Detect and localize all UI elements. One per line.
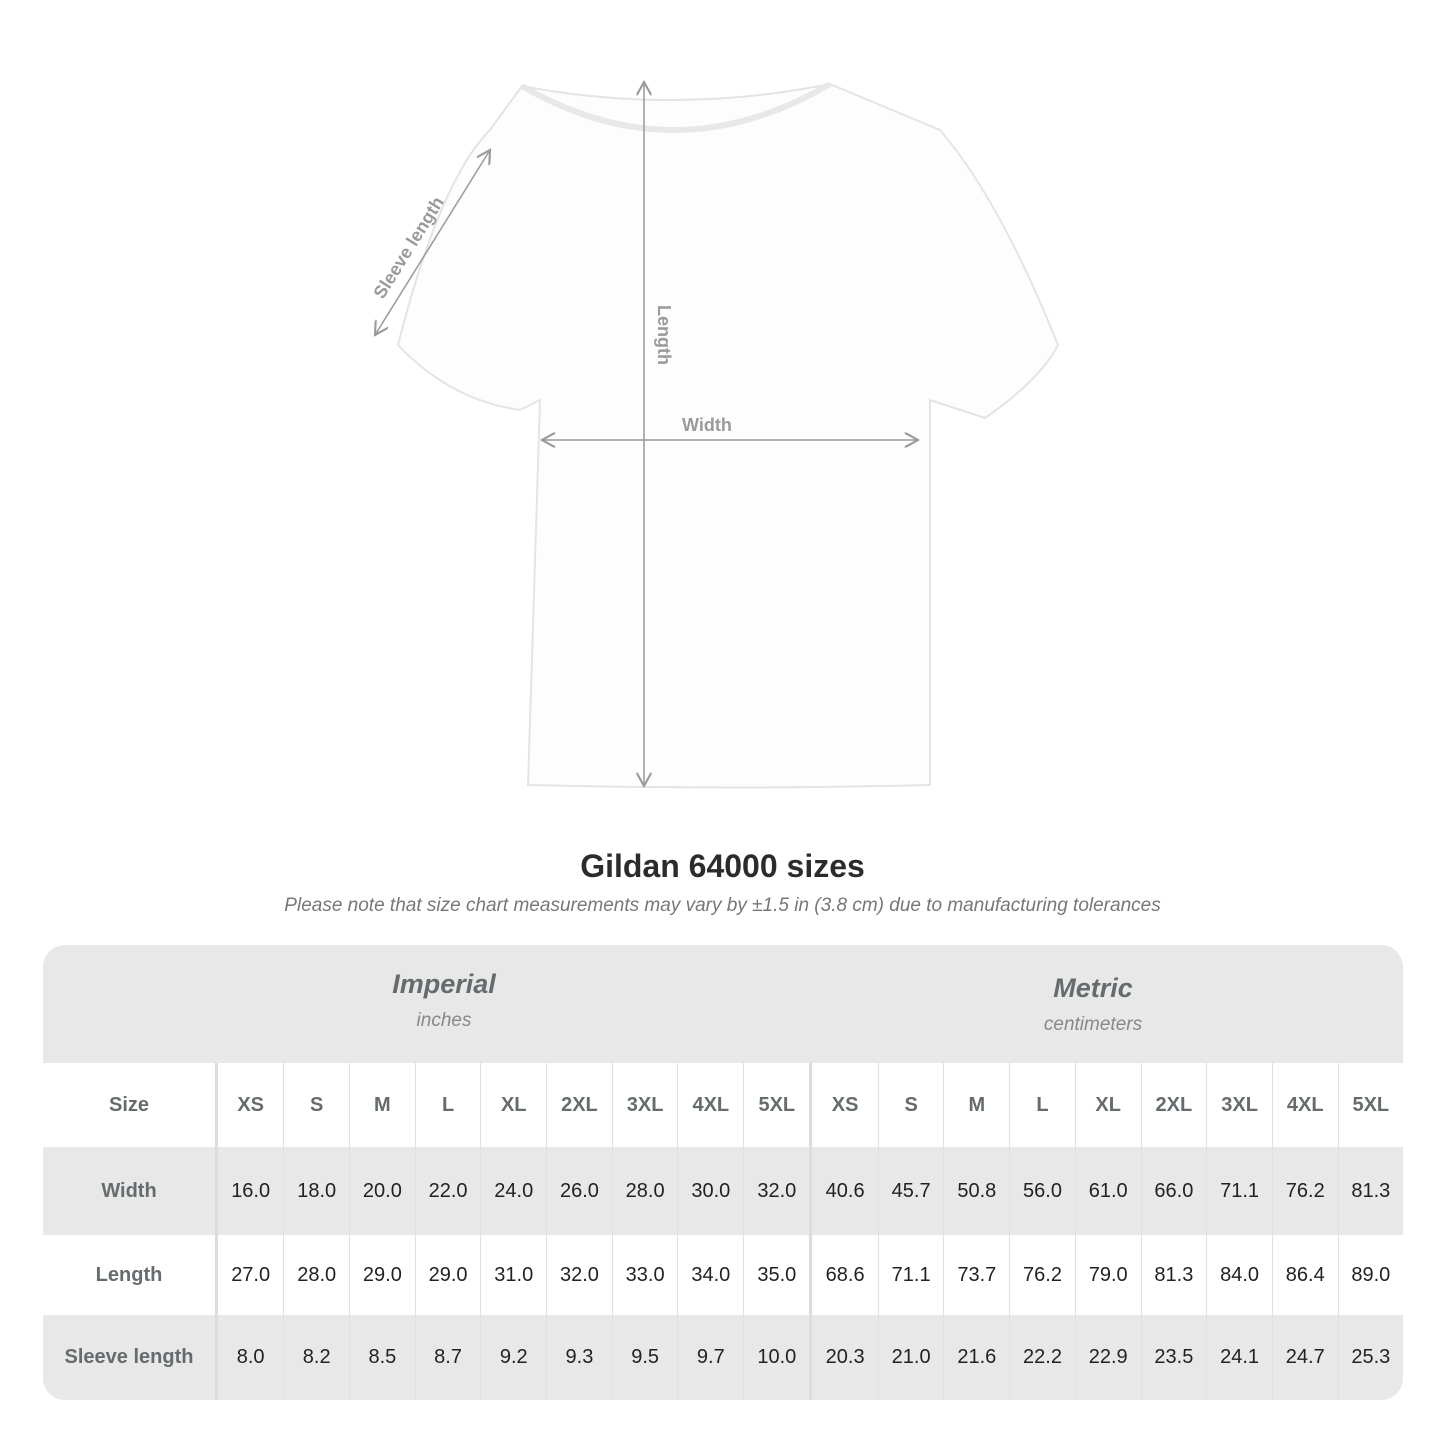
imperial-value-cell: 20.0 [349, 1147, 416, 1235]
metric-value-cell: 71.1 [877, 1235, 944, 1315]
metric-value-cell: 89.0 [1337, 1235, 1403, 1315]
metric-size-3xl: 3XL [1206, 1063, 1273, 1147]
imperial-value-cell: 29.0 [349, 1235, 416, 1315]
imperial-size-4xl: 4XL [677, 1063, 744, 1147]
imperial-size-l: L [414, 1063, 481, 1147]
metric-value-cell: 56.0 [1009, 1147, 1076, 1235]
imperial-value-cell: 34.0 [677, 1235, 744, 1315]
metric-value-cell: 86.4 [1271, 1235, 1339, 1315]
imperial-value-cell: 29.0 [414, 1235, 481, 1315]
imperial-value-cell: 30.0 [677, 1147, 744, 1235]
imperial-size-3xl: 3XL [611, 1063, 678, 1147]
length-label: Length [654, 305, 674, 365]
imperial-value-cell: 10.0 [743, 1315, 811, 1400]
metric-value-cell: 23.5 [1140, 1315, 1207, 1400]
table-row-width: Width 16.0 18.0 20.0 22.0 24.0 26.0 28.0 30.0 32.… [43, 1147, 1403, 1235]
metric-value-cell: 24.7 [1271, 1315, 1339, 1400]
metric-size-4xl: 4XL [1271, 1063, 1339, 1147]
imperial-value-cell: 16.0 [215, 1147, 284, 1235]
imperial-size-m: M [349, 1063, 416, 1147]
table-row-length: Length 27.0 28.0 29.0 29.0 31.0 32.0 33.0 34.0 35… [43, 1235, 1403, 1315]
metric-value-cell: 84.0 [1206, 1235, 1273, 1315]
tshirt-diagram: Sleeve length Length Width [369, 0, 1060, 789]
imperial-value-cell: 33.0 [611, 1235, 678, 1315]
imperial-unit: inches [416, 1010, 472, 1031]
metric-size-xs: XS [809, 1063, 879, 1147]
imperial-value-cell: 28.0 [611, 1147, 678, 1235]
tshirt-shape [396, 82, 1060, 789]
metric-title: Metric [1053, 973, 1133, 1003]
row-label: Width [43, 1147, 218, 1235]
imperial-value-cell: 28.0 [283, 1235, 350, 1315]
metric-value-cell: 22.2 [1009, 1315, 1076, 1400]
metric-value-cell: 22.9 [1074, 1315, 1142, 1400]
imperial-value-cell: 27.0 [215, 1235, 284, 1315]
metric-value-cell: 81.3 [1337, 1147, 1403, 1235]
imperial-value-cell: 18.0 [283, 1147, 350, 1235]
metric-value-cell: 66.0 [1140, 1147, 1207, 1235]
imperial-value-cell: 24.0 [480, 1147, 547, 1235]
imperial-title: Imperial [392, 969, 496, 999]
row-label: Sleeve length [43, 1315, 218, 1400]
metric-value-cell: 45.7 [877, 1147, 944, 1235]
imperial-value-cell: 8.7 [414, 1315, 481, 1400]
metric-value-cell: 50.8 [943, 1147, 1010, 1235]
metric-value-cell: 21.0 [877, 1315, 944, 1400]
size-label: Size [43, 1063, 218, 1147]
imperial-value-cell: 9.2 [480, 1315, 547, 1400]
tolerance-note: Please note that size chart measurements… [284, 895, 1161, 916]
metric-value-cell: 40.6 [809, 1147, 879, 1235]
imperial-value-cell: 32.0 [743, 1147, 811, 1235]
metric-value-cell: 20.3 [809, 1315, 879, 1400]
metric-unit: centimeters [1043, 1014, 1143, 1035]
metric-value-cell: 71.1 [1206, 1147, 1273, 1235]
metric-size-l: L [1009, 1063, 1076, 1147]
imperial-value-cell: 35.0 [743, 1235, 811, 1315]
size-header-row: Size XS S M L XL 2XL 3XL 4XL 5XL XS S M L XL 2XL 3XL 4XL 5… [43, 1063, 1403, 1147]
metric-value-cell: 68.6 [809, 1235, 879, 1315]
metric-value-cell: 21.6 [943, 1315, 1010, 1400]
imperial-value-cell: 9.3 [546, 1315, 613, 1400]
metric-size-xl: XL [1074, 1063, 1142, 1147]
imperial-value-cell: 9.5 [611, 1315, 678, 1400]
metric-size-2xl: 2XL [1140, 1063, 1207, 1147]
imperial-value-cell: 8.5 [349, 1315, 416, 1400]
imperial-value-cell: 26.0 [546, 1147, 613, 1235]
metric-size-m: M [943, 1063, 1010, 1147]
metric-value-cell: 81.3 [1140, 1235, 1207, 1315]
imperial-size-5xl: 5XL [743, 1063, 811, 1147]
metric-size-s: S [877, 1063, 944, 1147]
metric-value-cell: 76.2 [1271, 1147, 1339, 1235]
imperial-size-2xl: 2XL [546, 1063, 613, 1147]
tshirt-collar [520, 81, 832, 133]
imperial-size-xs: XS [215, 1063, 284, 1147]
size-table: Size XS S M L XL 2XL 3XL 4XL 5XL XS S M L XL 2XL 3XL 4XL 5… [43, 1063, 1403, 1400]
size-table-panel: Imperial inches Metric centimeters Size X… [43, 945, 1403, 1400]
imperial-value-cell: 9.7 [677, 1315, 744, 1400]
metric-size-5xl: 5XL [1337, 1063, 1403, 1147]
sleeve-measure-line [375, 150, 490, 335]
metric-value-cell: 61.0 [1074, 1147, 1142, 1235]
metric-value-cell: 24.1 [1206, 1315, 1273, 1400]
imperial-size-xl: XL [480, 1063, 547, 1147]
table-row-sleeve-length: Sleeve length 8.0 8.2 8.5 8.7 9.2 9.3 9.5 9.7 10.… [43, 1315, 1403, 1400]
imperial-size-s: S [283, 1063, 350, 1147]
row-label: Length [43, 1235, 218, 1315]
imperial-value-cell: 31.0 [480, 1235, 547, 1315]
metric-value-cell: 79.0 [1074, 1235, 1142, 1315]
imperial-value-cell: 32.0 [546, 1235, 613, 1315]
metric-value-cell: 76.2 [1009, 1235, 1076, 1315]
imperial-value-cell: 8.0 [215, 1315, 284, 1400]
metric-value-cell: 25.3 [1337, 1315, 1403, 1400]
metric-header: Metric centimeters [843, 973, 1343, 1036]
metric-value-cell: 73.7 [943, 1235, 1010, 1315]
imperial-value-cell: 22.0 [414, 1147, 481, 1235]
imperial-value-cell: 8.2 [283, 1315, 350, 1400]
width-label: Width [682, 415, 732, 435]
imperial-header: Imperial inches [194, 969, 694, 1032]
chart-title: Gildan 64000 sizes [580, 848, 865, 884]
